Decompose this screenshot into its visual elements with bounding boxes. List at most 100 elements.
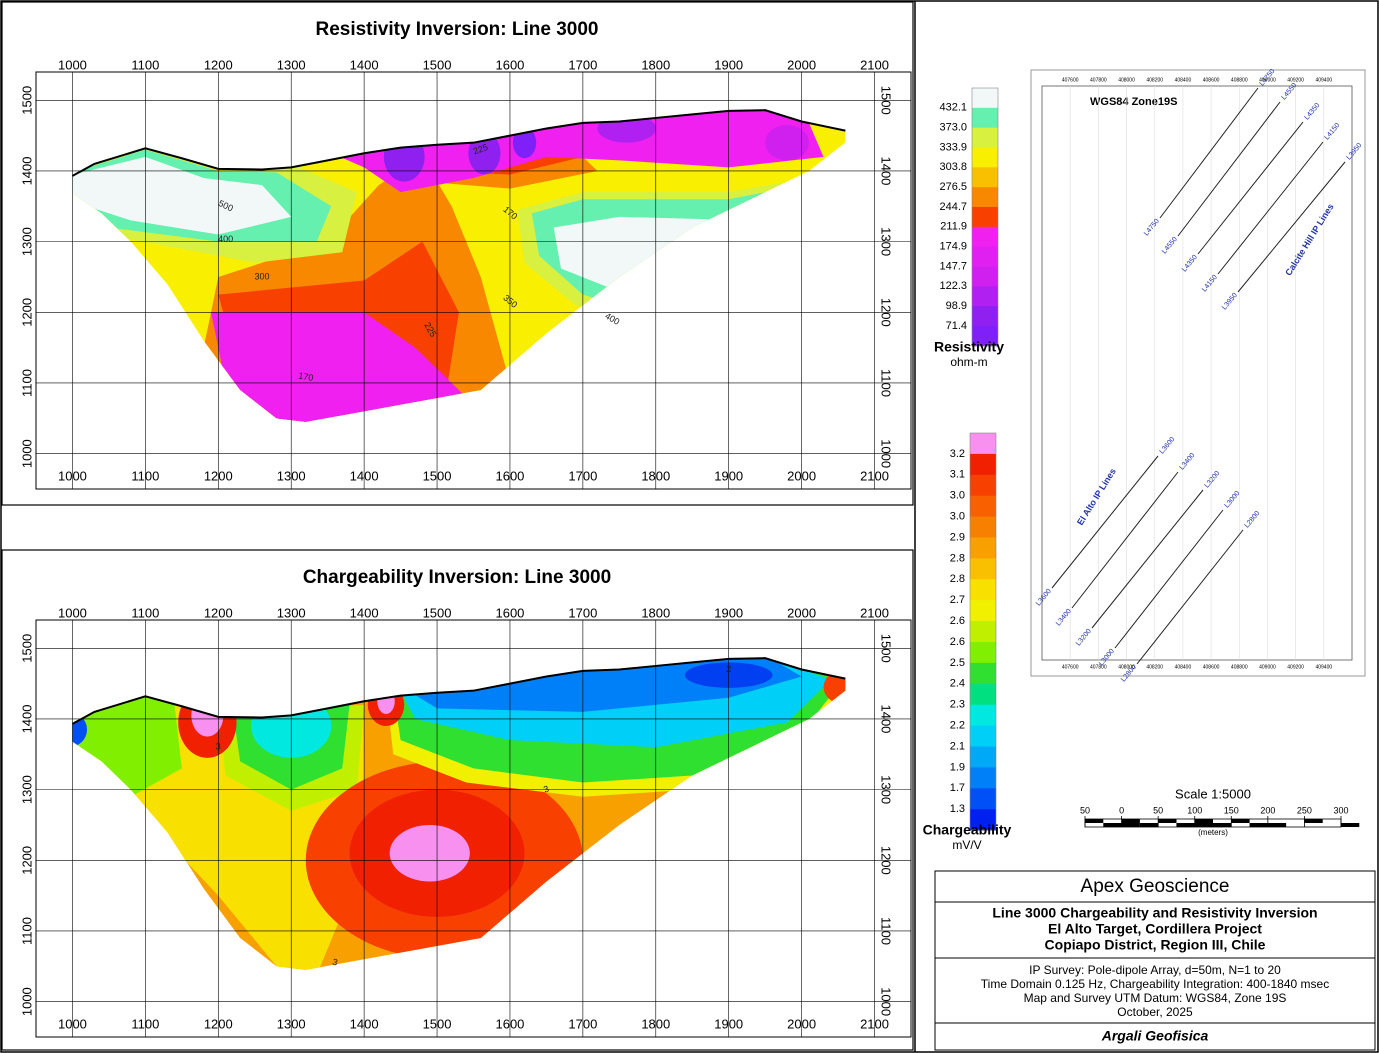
map-frame (1041, 85, 1353, 661)
colorbar-cell (970, 516, 996, 538)
y-tick-label: 1200 (879, 298, 894, 327)
map-tick-label: 409200 (1287, 77, 1304, 83)
colorbar-cell (970, 579, 996, 601)
scale-label: 150 (1224, 805, 1239, 815)
map-tick-label: 409400 (1315, 664, 1332, 670)
colorbar-cell (972, 246, 998, 267)
y-tick-label: 1200 (19, 846, 34, 875)
contour-label: 2 (726, 664, 731, 674)
colorbar-label: 147.7 (939, 260, 967, 272)
x-tick-label: 1800 (641, 1016, 670, 1031)
map-tick-label: 408200 (1146, 664, 1163, 670)
x-tick-label: 1200 (204, 468, 233, 483)
colorbar-cell (972, 306, 998, 327)
survey-line (1237, 161, 1346, 293)
map-tick-label: 407600 (1062, 77, 1079, 83)
map-tick-label: 408000 (1118, 77, 1135, 83)
x-tick-label: 2100 (860, 57, 889, 72)
colorbar-cell (970, 474, 996, 497)
y-tick-label: 1300 (19, 227, 34, 256)
x-tick-label: 1900 (714, 57, 743, 72)
colorbar-cell (970, 537, 996, 559)
map-tick-label: 408800 (1231, 664, 1248, 670)
colorbar-frame (969, 432, 997, 831)
y-tick-label: 1000 (19, 439, 34, 468)
x-tick-label: 1400 (350, 605, 379, 620)
colorbar-cell (972, 187, 998, 208)
colorbar-label: 2.8 (950, 552, 965, 564)
x-tick-label: 1100 (131, 605, 159, 620)
map-tick-label: 409400 (1315, 77, 1332, 83)
x-tick-label: 1200 (204, 1016, 233, 1031)
colorbar-label: 2.1 (950, 740, 965, 752)
panel-frame (1, 1, 914, 506)
scale-segment (1194, 823, 1213, 827)
x-tick-label: 1600 (495, 605, 524, 620)
y-tick-label: 1400 (879, 156, 894, 185)
contour-label: 3 (542, 783, 550, 794)
x-tick-label: 1200 (204, 605, 233, 620)
map-tick-label: 407600 (1062, 664, 1079, 670)
title-line: Copiapo District, Region III, Chile (1045, 937, 1266, 953)
colorbar-label: 2.4 (950, 678, 965, 690)
map-tick-label: 408200 (1146, 77, 1163, 83)
scale-segment (1103, 823, 1122, 827)
x-tick-label: 1700 (568, 1016, 597, 1031)
colorbar-title: Resistivity (934, 339, 1004, 355)
x-tick-label: 1800 (641, 605, 670, 620)
scale-units: (meters) (1198, 828, 1228, 837)
colorbar-label: 211.9 (940, 221, 967, 233)
colorbar-cell (972, 325, 998, 347)
colorbar-units: mV/V (952, 838, 981, 852)
survey-line (1114, 509, 1224, 649)
scale-label: 200 (1260, 805, 1275, 815)
x-tick-label: 1500 (423, 468, 452, 483)
colorbar-cell (970, 600, 996, 622)
x-tick-label: 2000 (787, 468, 816, 483)
x-tick-label: 2000 (787, 605, 816, 620)
colorbar-title: Chargeability (923, 822, 1012, 838)
x-tick-label: 2100 (860, 468, 889, 483)
colorbar-cell (970, 767, 996, 789)
panel-frame (1, 549, 914, 1051)
colorbar-label: 2.8 (950, 573, 965, 585)
x-tick-label: 1600 (495, 1016, 524, 1031)
map-tick-label: 407800 (1090, 77, 1107, 83)
panel-title: Chargeability Inversion: Line 3000 (303, 567, 611, 588)
colorbar-cell (970, 662, 996, 685)
colorbar-label: 2.2 (950, 720, 965, 732)
colorbar-label: 174.9 (939, 241, 967, 253)
colorbar-units: ohm-m (950, 355, 987, 369)
topography (71, 109, 846, 177)
contour-label: 400 (218, 234, 233, 244)
scale-segment (1304, 819, 1323, 823)
colorbar-label: 2.5 (950, 657, 965, 669)
topography (71, 657, 846, 725)
colorbar-label: 98.9 (946, 300, 967, 312)
title-line: El Alto Target, Cordillera Project (1048, 921, 1262, 937)
survey-line (1197, 121, 1304, 255)
colorbar-label: 244.7 (939, 201, 967, 213)
x-tick-label: 1900 (714, 468, 743, 483)
map-tick-label: 409000 (1259, 77, 1276, 83)
colorbar-label: 1.7 (950, 782, 965, 794)
colorbar-label: 3.2 (950, 448, 965, 460)
colorbar-cell (972, 88, 998, 109)
contour-band (823, 669, 846, 705)
colorbar-cell (972, 167, 998, 188)
colorbar-cell (970, 453, 996, 476)
colorbar-label: 276.5 (939, 181, 967, 193)
x-tick-label: 1500 (423, 605, 452, 620)
panel-title: Resistivity Inversion: Line 3000 (315, 19, 598, 40)
survey-line (1136, 529, 1244, 665)
note-line: IP Survey: Pole-dipole Array, d=50m, N=1… (1029, 963, 1281, 977)
x-tick-label: 1800 (641, 468, 670, 483)
colorbar-label: 2.7 (950, 594, 965, 606)
colorbar-label: 2.6 (950, 636, 965, 648)
x-tick-label: 1400 (350, 468, 379, 483)
contour-label: 300 (255, 271, 270, 281)
y-tick-label: 1100 (879, 917, 894, 945)
colorbar-label: 3.0 (950, 490, 965, 502)
map-tick-label: 408600 (1203, 77, 1220, 83)
